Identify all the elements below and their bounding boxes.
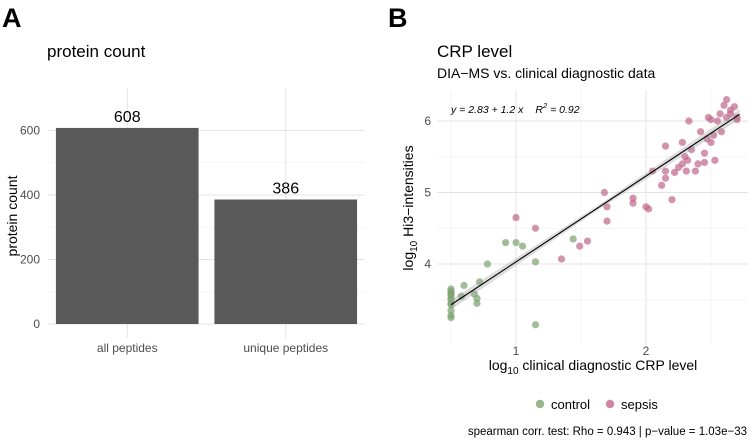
point-sepsis <box>711 156 719 164</box>
point-control <box>447 285 455 293</box>
regression-line <box>450 113 740 306</box>
point-control <box>483 260 491 268</box>
x-tick-label: 1 <box>513 344 520 358</box>
point-sepsis <box>723 95 731 104</box>
bar-all-peptides <box>55 127 199 324</box>
point-control <box>460 281 468 290</box>
point-control <box>531 321 540 329</box>
panel-b-y-axis-label-log: log <box>400 252 416 271</box>
point-sepsis <box>661 142 670 150</box>
x-tick-label: all peptides <box>97 341 158 355</box>
panel-b-title: CRP level <box>437 42 512 61</box>
point-sepsis <box>600 188 609 197</box>
point-sepsis <box>682 167 690 175</box>
regression-r-exponent: 2 <box>542 101 548 110</box>
point-sepsis <box>512 213 520 222</box>
point-sepsis <box>531 224 540 232</box>
bar-unique-peptides <box>214 199 358 324</box>
point-control <box>512 238 520 247</box>
point-sepsis <box>678 160 687 168</box>
panel-a-plot: 0 200 400 600 608 all peptides 386 unique pepti… <box>20 88 365 355</box>
panel-b-y-axis-label-text: Hi3−intensities <box>400 145 416 240</box>
point-sepsis <box>700 149 709 157</box>
point-control <box>473 294 481 302</box>
point-sepsis <box>671 168 679 177</box>
point-sepsis <box>645 205 653 213</box>
y-tick-label: 400 <box>20 188 40 202</box>
panel-a-y-axis-label: protein count <box>4 175 20 256</box>
panel-b-x-axis-label-text: clinical diagnostic CRP level <box>519 357 698 373</box>
panel-letter-a: A <box>2 3 22 33</box>
regression-r2-value: = 0.92 <box>547 104 580 116</box>
y-tick-label: 600 <box>20 124 40 138</box>
panel-b-y-axis-label-base: 10 <box>409 240 420 252</box>
point-sepsis <box>713 117 722 125</box>
panel-b-x-axis-label-log: log <box>489 357 508 373</box>
point-sepsis <box>707 115 715 124</box>
panel-b-y-axis-label: log10 Hi3−intensities <box>400 145 420 270</box>
point-sepsis <box>583 237 592 245</box>
point-control <box>473 299 481 307</box>
x-tick-label: 2 <box>643 344 650 358</box>
regression-r-label: R <box>535 104 543 116</box>
point-sepsis <box>557 255 566 263</box>
point-control <box>518 242 527 250</box>
point-sepsis <box>716 110 724 118</box>
point-sepsis <box>629 199 637 207</box>
point-sepsis <box>603 217 611 225</box>
point-sepsis <box>717 128 726 136</box>
point-control <box>476 278 484 286</box>
point-control <box>457 292 465 300</box>
point-control <box>569 235 577 243</box>
bar-value-label: 386 <box>272 181 299 198</box>
point-sepsis <box>707 138 715 147</box>
point-sepsis <box>629 194 637 202</box>
point-sepsis <box>685 117 693 125</box>
panel-b-x-axis-label: log10 clinical diagnostic CRP level <box>489 357 698 377</box>
legend-control-marker <box>535 399 545 409</box>
regression-equation: y = 2.83 + 1.2 x R2 = 0.92 <box>450 101 580 116</box>
panel-b-plot: 1 2 4 5 6 <box>424 90 748 358</box>
y-tick-label: 6 <box>424 114 431 128</box>
point-sepsis <box>661 174 670 182</box>
panel-b-subtitle: DIA−MS vs. clinical diagnostic data <box>437 65 655 81</box>
point-control <box>502 238 510 247</box>
statistics-caption: spearman corr. test: Rho = 0.943 | p−val… <box>468 426 747 438</box>
legend-control-label: control <box>551 397 590 412</box>
y-tick-label: 5 <box>424 186 431 200</box>
point-sepsis <box>576 242 584 250</box>
panel-b-legend: control sepsis <box>535 397 658 412</box>
regression-equation-lhs: y = 2.83 + 1.2 x <box>450 104 524 116</box>
panel-a-title: protein count <box>47 42 146 61</box>
legend-sepsis-marker <box>605 399 615 409</box>
point-sepsis <box>720 101 728 109</box>
legend-sepsis-label: sepsis <box>621 397 658 412</box>
point-control <box>447 306 455 315</box>
point-sepsis <box>730 103 739 111</box>
bar-value-label: 608 <box>114 109 141 126</box>
point-sepsis <box>726 110 735 118</box>
point-control <box>447 299 455 307</box>
point-sepsis <box>691 167 700 175</box>
y-tick-label: 4 <box>424 257 431 271</box>
point-sepsis <box>678 138 687 147</box>
x-tick-label: unique peptides <box>243 341 328 355</box>
panel-letter-b: B <box>388 3 408 33</box>
point-sepsis <box>668 196 676 204</box>
point-control <box>531 258 540 266</box>
point-sepsis <box>700 158 709 167</box>
point-control <box>447 311 455 320</box>
point-sepsis <box>694 160 702 168</box>
point-sepsis <box>658 181 666 189</box>
panel-b-x-axis-label-base: 10 <box>507 366 519 377</box>
point-sepsis <box>603 203 611 211</box>
point-sepsis <box>710 131 718 139</box>
y-tick-label: 0 <box>33 317 40 331</box>
point-sepsis <box>661 167 670 175</box>
point-sepsis <box>684 156 692 164</box>
point-control <box>447 290 455 298</box>
point-sepsis <box>697 128 705 136</box>
y-tick-label: 200 <box>20 253 40 267</box>
